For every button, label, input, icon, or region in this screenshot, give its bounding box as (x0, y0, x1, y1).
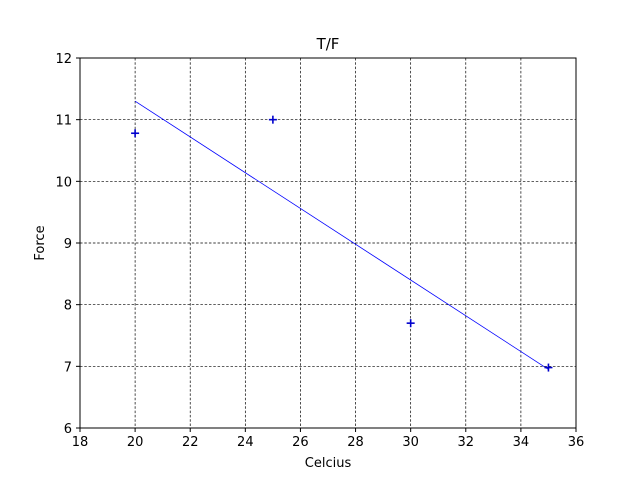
x-tick-label: 22 (182, 435, 199, 450)
y-tick-label: 7 (64, 360, 72, 375)
x-tick-label: 20 (127, 435, 144, 450)
x-tick-label: 18 (72, 435, 89, 450)
x-axis-label: Celcius (305, 456, 352, 471)
y-tick-label: 8 (64, 299, 72, 314)
x-tick-label: 30 (402, 435, 419, 450)
x-tick-label: 24 (237, 435, 254, 450)
fit-line-layer (134, 100, 549, 370)
plot-frame (79, 57, 577, 429)
data-point-marker (544, 363, 553, 372)
y-tick-label: 10 (55, 175, 72, 190)
data-point-layer (131, 115, 553, 372)
y-tick-label: 12 (55, 52, 72, 67)
x-tick-label: 28 (347, 435, 364, 450)
x-tick-label: 26 (292, 435, 309, 450)
y-axis-label: Force (33, 225, 48, 260)
x-tick-label: 32 (458, 435, 475, 450)
data-point-marker (406, 319, 415, 328)
x-tick-label: 36 (568, 435, 585, 450)
axis-ticks: 18 20 22 24 26 28 30 32 34 36 6 7 8 9 10 11 12 (55, 52, 584, 450)
data-point-marker (131, 129, 140, 138)
y-tick-label: 6 (64, 422, 72, 437)
fit-line (134, 100, 549, 370)
y-tick-label: 11 (55, 114, 72, 129)
chart-title: T/F (316, 35, 340, 53)
y-tick-label: 9 (64, 237, 72, 252)
x-tick-label: 34 (513, 435, 530, 450)
data-point-marker (268, 115, 277, 124)
